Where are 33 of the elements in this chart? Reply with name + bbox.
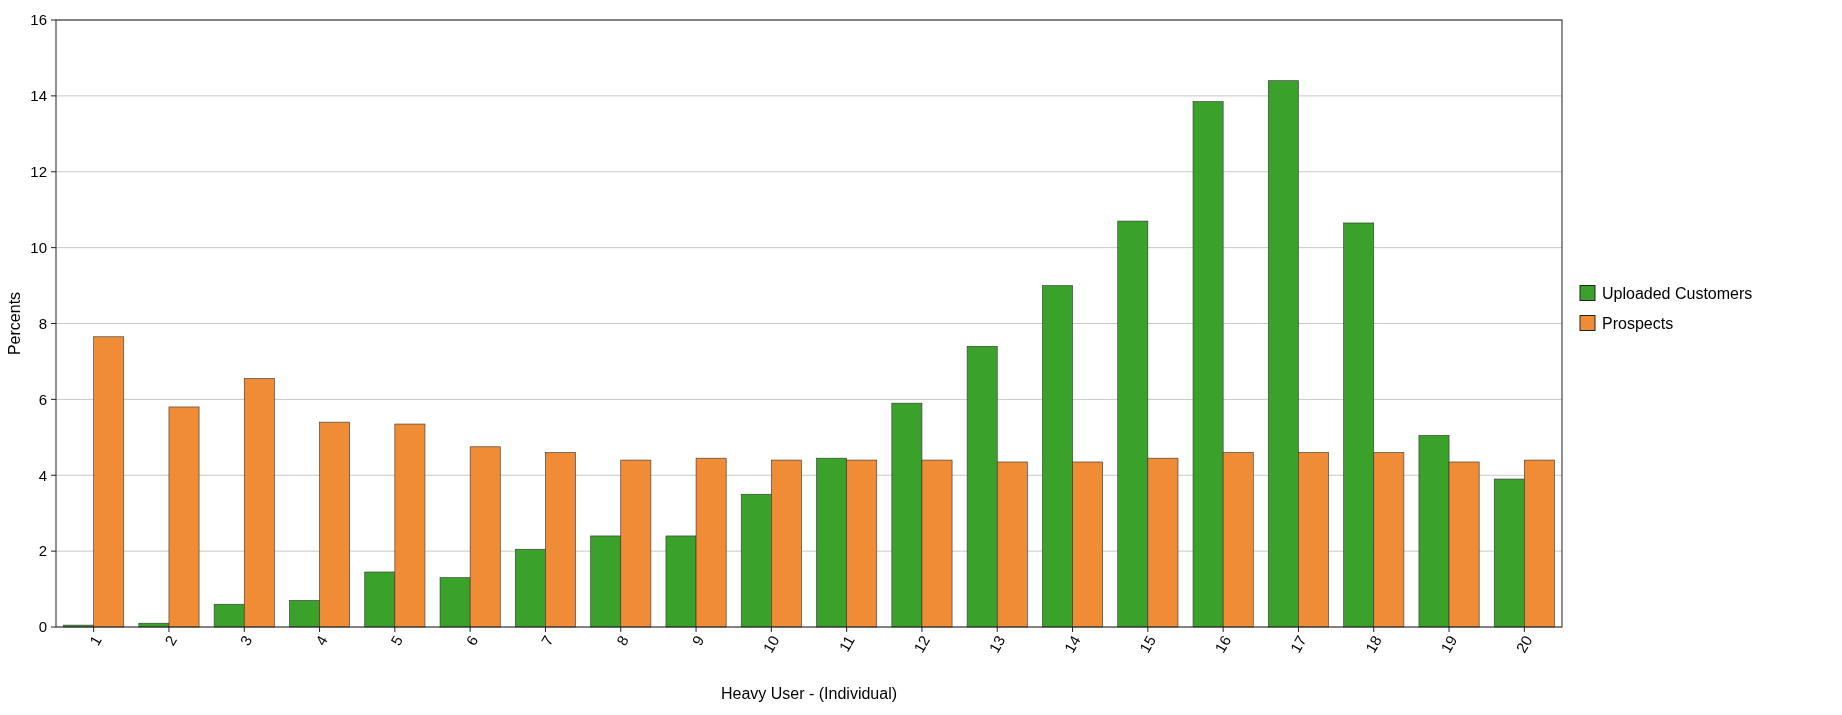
legend-label: Prospects <box>1602 315 1674 333</box>
y-tick-label: 16 <box>30 11 47 29</box>
x-tick-label: 6 <box>462 632 482 649</box>
y-tick-label: 10 <box>30 238 47 256</box>
x-tick-label: 15 <box>1135 632 1159 656</box>
x-tick-label: 12 <box>910 632 934 656</box>
x-tick-label: 14 <box>1060 632 1084 656</box>
x-tick-label: 11 <box>835 632 858 655</box>
x-tick-label: 10 <box>759 632 783 656</box>
legend-label: Uploaded Customers <box>1602 285 1753 303</box>
y-tick-label: 8 <box>38 314 47 332</box>
y-tick-label: 2 <box>38 542 47 560</box>
x-tick-label: 3 <box>236 632 256 649</box>
x-tick-label: 1 <box>85 632 105 649</box>
y-axis-title: Percents <box>6 291 23 356</box>
y-tick-label: 6 <box>38 390 47 408</box>
x-tick-label: 16 <box>1211 632 1235 656</box>
x-tick-label: 18 <box>1361 632 1385 656</box>
x-tick-label: 19 <box>1437 632 1461 656</box>
x-tick-label: 13 <box>985 632 1009 656</box>
x-tick-label: 5 <box>387 632 406 649</box>
x-tick-label: 7 <box>537 632 557 649</box>
x-tick-label: 8 <box>613 632 632 649</box>
y-tick-label: 12 <box>30 163 47 180</box>
x-tick-label: 9 <box>688 632 708 649</box>
y-tick-label: 4 <box>38 466 47 484</box>
x-tick-label: 2 <box>161 632 181 649</box>
x-tick-label: 20 <box>1512 632 1536 656</box>
y-tick-label: 14 <box>30 87 47 105</box>
y-tick-label: 0 <box>38 618 47 636</box>
x-tick-label: 17 <box>1286 632 1310 656</box>
x-axis-title: Heavy User - (Individual) <box>720 685 898 702</box>
x-tick-label: 4 <box>311 632 331 649</box>
